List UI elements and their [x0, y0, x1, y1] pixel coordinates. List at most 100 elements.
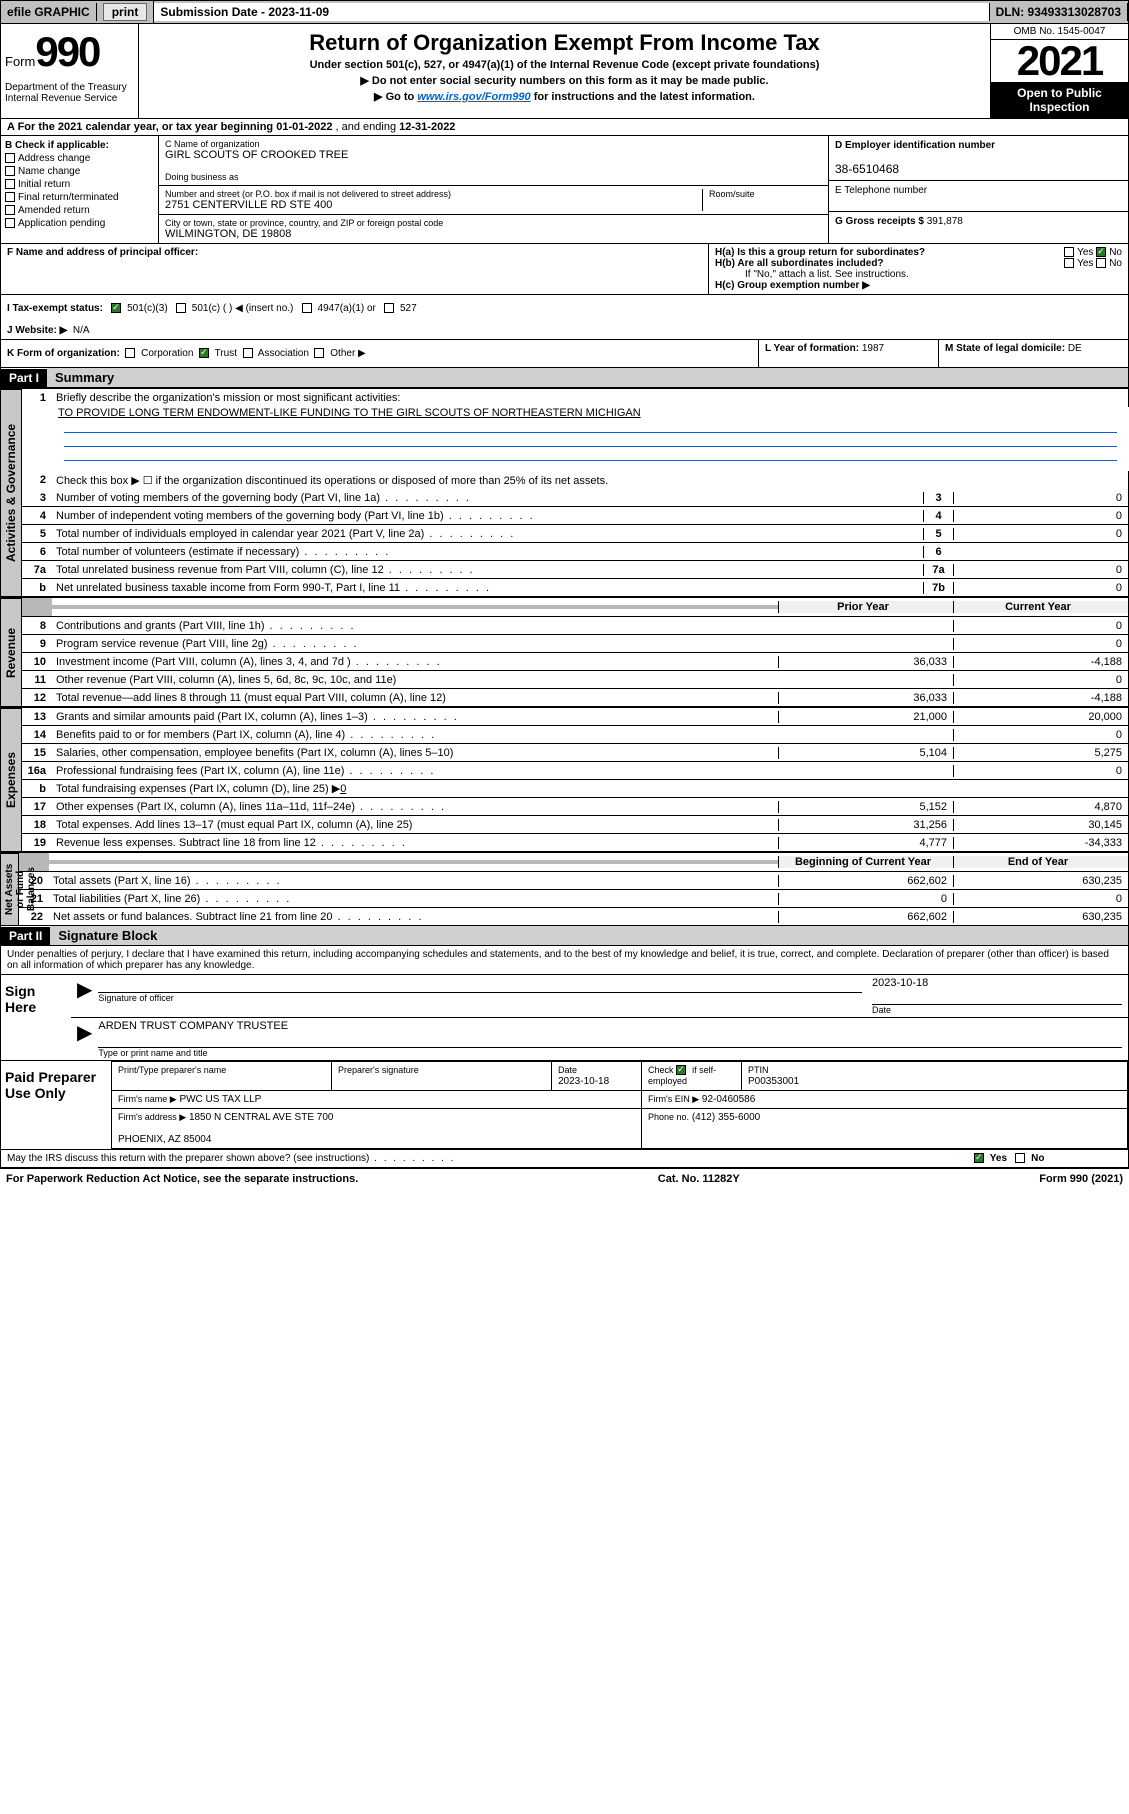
year-formation: 1987 [862, 343, 884, 354]
line-12: Total revenue—add lines 8 through 11 (mu… [52, 690, 778, 706]
hb-yes[interactable] [1064, 258, 1074, 268]
vtab-expenses: Expenses [0, 708, 22, 852]
cat-no: Cat. No. 11282Y [658, 1173, 740, 1185]
sig-date: 2023-10-18 [872, 977, 1122, 989]
dba-label: Doing business as [165, 172, 822, 182]
cb-527[interactable] [384, 303, 394, 313]
val-5: 0 [953, 528, 1128, 540]
hdr-prior: Prior Year [778, 601, 953, 613]
line-7b: Net unrelated business taxable income fr… [52, 580, 923, 596]
line-7a: Total unrelated business revenue from Pa… [52, 562, 923, 578]
val-14c: 0 [953, 729, 1128, 741]
discuss-no[interactable] [1015, 1153, 1025, 1163]
line-2: Check this box ▶ ☐ if the organization d… [52, 472, 1128, 489]
room-label: Room/suite [709, 189, 822, 199]
val-8c: 0 [953, 620, 1128, 632]
e-label: E Telephone number [835, 185, 927, 196]
val-15p: 5,104 [778, 747, 953, 759]
form-header: Form990 Department of the Treasury Inter… [0, 24, 1129, 119]
paperwork-notice: For Paperwork Reduction Act Notice, see … [6, 1173, 358, 1185]
website-value: N/A [73, 325, 90, 336]
d-label: D Employer identification number [835, 140, 995, 151]
hdr-curr: Current Year [953, 601, 1128, 613]
arrow-icon: ▶ [77, 1020, 92, 1058]
row-k-l-m: K Form of organization: Corporation Trus… [0, 340, 1129, 368]
val-20c: 630,235 [953, 875, 1128, 887]
part-ii-badge: Part II [1, 927, 50, 945]
discuss-yes[interactable] [974, 1153, 984, 1163]
prep-date-label: Date [558, 1065, 577, 1075]
cb-name-change[interactable]: Name change [5, 166, 154, 177]
val-18c: 30,145 [953, 819, 1128, 831]
line-18: Total expenses. Add lines 13–17 (must eq… [52, 817, 778, 833]
cb-address-change[interactable]: Address change [5, 153, 154, 164]
prep-name-label: Print/Type preparer's name [118, 1065, 226, 1075]
efile-label: efile GRAPHIC [1, 3, 97, 21]
hdr-end: End of Year [953, 856, 1128, 868]
state-domicile: DE [1068, 343, 1082, 354]
submission-date: Submission Date - 2023-11-09 [154, 3, 989, 21]
cb-amended[interactable]: Amended return [5, 205, 154, 216]
val-10p: 36,033 [778, 656, 953, 668]
irs-link[interactable]: www.irs.gov/Form990 [417, 91, 530, 103]
cb-self-employed[interactable] [676, 1065, 686, 1075]
part-i-title: Summary [47, 368, 1128, 387]
ha-no[interactable] [1096, 247, 1106, 257]
vtab-net-assets: Net Assets or Fund Balances [0, 853, 19, 926]
hb-no[interactable] [1096, 258, 1106, 268]
ha-yes[interactable] [1064, 247, 1074, 257]
open-inspection: Open to Public Inspection [991, 82, 1128, 118]
cb-501c3[interactable] [111, 303, 121, 313]
j-label: J Website: ▶ [7, 325, 67, 336]
m-label: M State of legal domicile: [945, 343, 1068, 354]
prep-date: 2023-10-18 [558, 1076, 609, 1087]
gross-receipts: 391,878 [927, 216, 963, 227]
ptin-value: P00353001 [748, 1076, 799, 1087]
val-21p: 0 [778, 893, 953, 905]
line-17: Other expenses (Part IX, column (A), lin… [52, 799, 778, 815]
section-b-thru-g: B Check if applicable: Address change Na… [0, 136, 1129, 244]
val-9c: 0 [953, 638, 1128, 650]
cb-initial-return[interactable]: Initial return [5, 179, 154, 190]
row-j-website: J Website: ▶ N/A [0, 322, 1129, 340]
cb-corp[interactable] [125, 348, 135, 358]
page-footer: For Paperwork Reduction Act Notice, see … [0, 1168, 1129, 1189]
val-15c: 5,275 [953, 747, 1128, 759]
part-ii-header: Part II Signature Block [0, 926, 1129, 946]
line-11: Other revenue (Part VIII, column (A), li… [52, 672, 778, 688]
g-label: G Gross receipts $ [835, 216, 927, 227]
print-button[interactable]: print [103, 3, 148, 21]
name-title-label: Type or print name and title [98, 1048, 1122, 1058]
phone-value: (412) 355-6000 [692, 1112, 760, 1123]
val-10c: -4,188 [953, 656, 1128, 668]
header-sub1: Under section 501(c), 527, or 4947(a)(1)… [149, 59, 980, 71]
cb-app-pending[interactable]: Application pending [5, 218, 154, 229]
val-11c: 0 [953, 674, 1128, 686]
cb-other[interactable] [314, 348, 324, 358]
part-i-badge: Part I [1, 369, 47, 387]
street-address: 2751 CENTERVILLE RD STE 400 [165, 199, 702, 211]
addr-label: Number and street (or P.O. box if mail i… [165, 189, 702, 199]
val-7b: 0 [953, 582, 1128, 594]
val-16ac: 0 [953, 765, 1128, 777]
b-label: B Check if applicable: [5, 140, 109, 151]
firm-ein: 92-0460586 [702, 1094, 755, 1105]
line-15: Salaries, other compensation, employee b… [52, 745, 778, 761]
cb-501c[interactable] [176, 303, 186, 313]
val-21c: 0 [953, 893, 1128, 905]
line-13: Grants and similar amounts paid (Part IX… [52, 709, 778, 725]
line-20: Total assets (Part X, line 16) [49, 873, 778, 889]
val-3: 0 [953, 492, 1128, 504]
tax-year: 2021 [991, 40, 1128, 82]
cb-4947[interactable] [302, 303, 312, 313]
hc-row: H(c) Group exemption number ▶ [715, 280, 1122, 291]
ein-value: 38-6510468 [835, 162, 899, 176]
mission-text: TO PROVIDE LONG TERM ENDOWMENT-LIKE FUND… [58, 407, 1123, 419]
ptin-label: PTIN [748, 1065, 769, 1075]
row-i-tax-status: I Tax-exempt status: 501(c)(3) 501(c) ( … [0, 295, 1129, 322]
line-16a: Professional fundraising fees (Part IX, … [52, 763, 778, 779]
summary-section: Activities & Governance 1Briefly describ… [0, 388, 1129, 597]
cb-assoc[interactable] [243, 348, 253, 358]
cb-trust[interactable] [199, 348, 209, 358]
cb-final-return[interactable]: Final return/terminated [5, 192, 154, 203]
